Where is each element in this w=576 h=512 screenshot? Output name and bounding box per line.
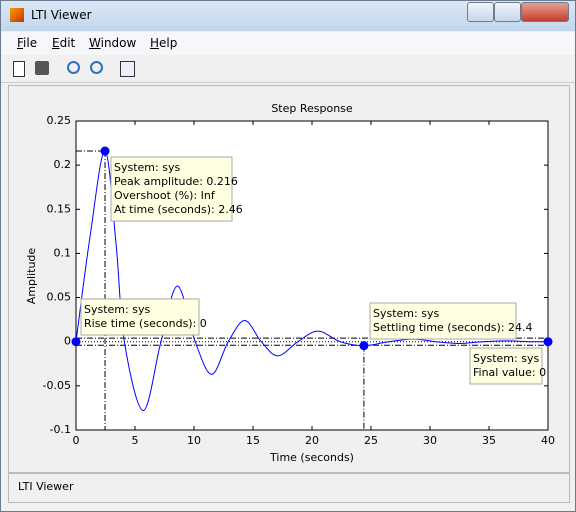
minimize-button[interactable]: [467, 2, 494, 22]
y-tick-label: 0.1: [54, 246, 72, 259]
datatip-text: Peak amplitude: 0.216: [114, 175, 238, 188]
y-tick-label: 0.25: [47, 114, 72, 127]
y-tick-label: -0.1: [50, 423, 71, 436]
datatip-text: System: sys: [373, 307, 439, 320]
status-bar: LTI Viewer: [8, 473, 570, 503]
y-tick-label: 0.05: [47, 291, 72, 304]
datatip-marker: [543, 337, 553, 347]
datatip-marker: [71, 337, 81, 347]
zoom-out-button[interactable]: [90, 61, 103, 74]
menu-edit[interactable]: Edit: [52, 36, 76, 50]
toolbar: [1, 56, 575, 83]
datatip-box: [469, 347, 543, 385]
datatip-text: Settling time (seconds): 24.4: [373, 321, 533, 334]
datatip-text: System: sys: [114, 161, 180, 174]
datatip-text: System: sys: [84, 303, 150, 316]
status-text: LTI Viewer: [18, 480, 74, 493]
datatip-text: Overshoot (%): Inf: [114, 189, 216, 202]
x-tick-label: 10: [187, 434, 201, 447]
x-tick-label: 5: [132, 434, 139, 447]
plot-config-button[interactable]: [120, 61, 135, 77]
chart-title: Step Response: [271, 102, 353, 115]
app-icon: [10, 8, 24, 22]
maximize-button[interactable]: [494, 2, 521, 22]
print-button[interactable]: [35, 61, 49, 75]
datatip-text: System: sys: [473, 352, 539, 365]
x-tick-label: 25: [364, 434, 378, 447]
datatip-text: Final value: 0: [473, 366, 546, 379]
x-tick-label: 0: [73, 434, 80, 447]
y-tick-label: 0.2: [54, 158, 72, 171]
x-tick-label: 30: [423, 434, 437, 447]
datatip-marker: [100, 146, 110, 156]
zoom-in-button[interactable]: [67, 61, 80, 74]
y-tick-label: 0.15: [47, 202, 72, 215]
close-button[interactable]: [521, 2, 569, 22]
menu-bar: File Edit Window Help: [1, 32, 575, 55]
menu-file[interactable]: File: [17, 36, 38, 50]
x-tick-label: 15: [246, 434, 260, 447]
y-tick-label: 0: [64, 335, 71, 348]
datatip-box: [369, 302, 517, 340]
menu-help[interactable]: Help: [150, 36, 178, 50]
x-tick-label: 35: [482, 434, 496, 447]
window-title: LTI Viewer: [31, 8, 92, 22]
datatip-text: At time (seconds): 2.46: [114, 203, 243, 216]
x-tick-label: 20: [305, 434, 319, 447]
x-tick-label: 40: [541, 434, 555, 447]
datatip-text: Rise time (seconds): 0: [84, 317, 207, 330]
datatip-marker: [359, 341, 369, 351]
title-bar: LTI Viewer: [1, 1, 575, 31]
menu-window[interactable]: Window: [89, 36, 137, 50]
y-axis-label: Amplitude: [25, 248, 38, 305]
datatip-box: [110, 156, 233, 222]
x-axis-label: Time (seconds): [269, 451, 354, 464]
y-tick-label: -0.05: [43, 379, 71, 392]
datatip-box: [80, 298, 200, 336]
new-button[interactable]: [13, 61, 25, 77]
